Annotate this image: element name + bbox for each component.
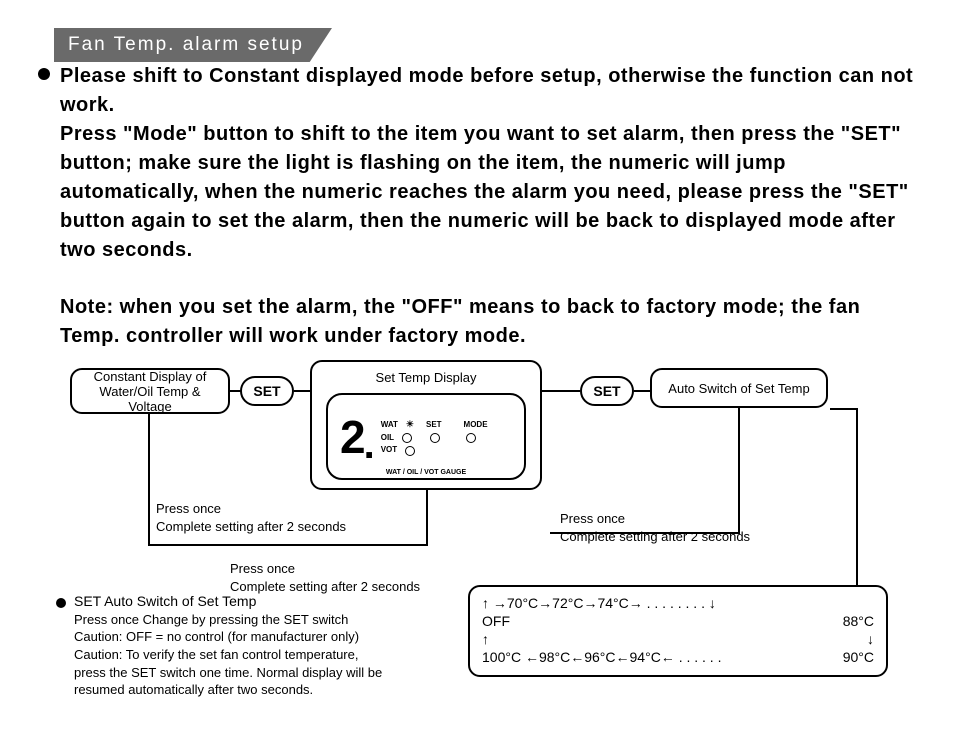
connector bbox=[542, 390, 580, 392]
temp-88: 88°C bbox=[843, 613, 874, 629]
lcd-title: Set Temp Display bbox=[316, 370, 536, 385]
cap2-a: Press once bbox=[560, 510, 750, 528]
node-set-2: SET bbox=[580, 376, 634, 406]
circle-icon bbox=[405, 446, 415, 456]
auto-l5: resumed automatically after two seconds. bbox=[74, 681, 454, 699]
bullet-icon bbox=[56, 598, 66, 608]
lcd-wat: WAT bbox=[381, 420, 398, 430]
caption-3: Press once Complete setting after 2 seco… bbox=[230, 560, 420, 595]
connector bbox=[426, 490, 428, 546]
intro-text: Please shift to Constant displayed mode … bbox=[60, 62, 917, 351]
auto-title: SET Auto Switch of Set Temp bbox=[74, 592, 454, 611]
cap3-a: Press once bbox=[230, 560, 420, 578]
auto-l3: Caution: To verify the set fan control t… bbox=[74, 646, 454, 664]
lcd-subtitle: WAT / OIL / VOT GAUGE bbox=[386, 469, 466, 476]
lcd-screen: 2 . WAT ☀ SET MODE OIL bbox=[326, 393, 526, 480]
auto-l1: Press once Change by pressing the SET sw… bbox=[74, 611, 454, 629]
node-set-1: SET bbox=[240, 376, 294, 406]
connector bbox=[294, 390, 310, 392]
lcd-set-label: SET bbox=[426, 420, 442, 430]
flow-diagram: Constant Display of Water/Oil Temp & Vol… bbox=[60, 360, 900, 730]
temp-row-up: ↑ →70°C→72°C→74°C→ . . . . . . . . ↓ bbox=[482, 595, 716, 611]
lcd-dot: . bbox=[364, 423, 375, 468]
temp-off: OFF bbox=[482, 613, 510, 629]
intro-p1: Please shift to Constant displayed mode … bbox=[60, 62, 917, 120]
cap1-b: Complete setting after 2 seconds bbox=[156, 518, 346, 536]
connector bbox=[148, 414, 150, 546]
lcd-vot: VOT bbox=[381, 445, 397, 455]
intro-p2: Press "Mode" button to shift to the item… bbox=[60, 120, 917, 265]
lcd-oil: OIL bbox=[381, 433, 394, 443]
connector bbox=[856, 408, 858, 598]
connector bbox=[634, 390, 650, 392]
temp-row-down: 100°C ←98°C←96°C←94°C← . . . . . . bbox=[482, 649, 721, 665]
caption-2: Press once Complete setting after 2 seco… bbox=[560, 510, 750, 545]
circle-icon bbox=[402, 433, 412, 443]
intro-note: Note: when you set the alarm, the "OFF" … bbox=[60, 293, 917, 351]
auto-l2: Caution: OFF = no control (for manufactu… bbox=[74, 628, 454, 646]
cap1-a: Press once bbox=[156, 500, 346, 518]
lcd-digit: 2 bbox=[340, 414, 366, 460]
connector bbox=[830, 408, 858, 410]
arrow-up-icon: ↑ bbox=[482, 631, 489, 647]
caption-1: Press once Complete setting after 2 seco… bbox=[156, 500, 346, 535]
section-header: Fan Temp. alarm setup bbox=[54, 28, 332, 62]
circle-icon bbox=[430, 433, 440, 443]
temp-sequence-box: ↑ →70°C→72°C→74°C→ . . . . . . . . ↓ OFF… bbox=[468, 585, 888, 677]
auto-switch-notes: SET Auto Switch of Set Temp Press once C… bbox=[74, 592, 454, 699]
auto-l4: press the SET switch one time. Normal di… bbox=[74, 664, 454, 682]
cap2-b: Complete setting after 2 seconds bbox=[560, 528, 750, 546]
circle-icon bbox=[466, 433, 476, 443]
node-auto-switch: Auto Switch of Set Temp bbox=[650, 368, 828, 408]
node-set-temp-display: Set Temp Display 2 . WAT ☀ SET MODE OIL bbox=[310, 360, 542, 490]
lcd-mode-label: MODE bbox=[464, 420, 488, 430]
temp-90: 90°C bbox=[843, 649, 874, 665]
arrow-down-icon: ↓ bbox=[867, 631, 874, 647]
connector bbox=[148, 544, 428, 546]
bullet-icon bbox=[38, 68, 50, 80]
node-constant-display: Constant Display of Water/Oil Temp & Vol… bbox=[70, 368, 230, 414]
